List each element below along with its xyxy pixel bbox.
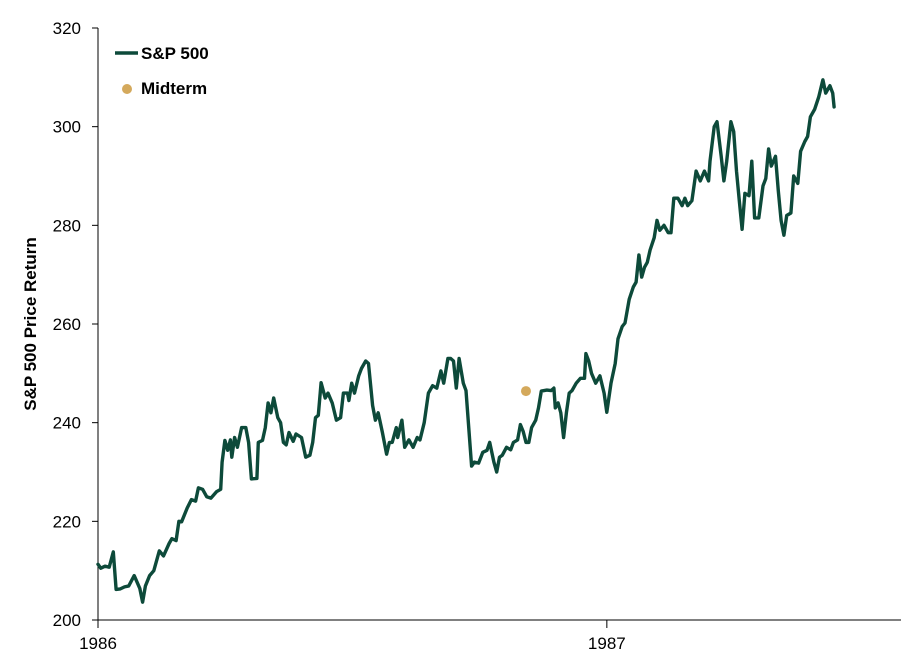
legend-dot-swatch xyxy=(122,84,132,94)
x-tick-label: 1986 xyxy=(79,634,117,653)
y-axis-label: S&P 500 Price Return xyxy=(21,237,40,411)
y-tick-label: 320 xyxy=(53,19,81,38)
y-tick-label: 300 xyxy=(53,118,81,137)
y-tick-label: 220 xyxy=(53,512,81,531)
y-axis-ticks: 200 220 240 260 280 300 320 xyxy=(53,19,98,630)
legend-label-sp500: S&P 500 xyxy=(141,44,209,63)
legend-label-midterm: Midterm xyxy=(141,79,207,98)
y-tick-label: 240 xyxy=(53,414,81,433)
midterm-marker xyxy=(520,386,531,397)
y-tick-label: 200 xyxy=(53,611,81,630)
y-tick-label: 280 xyxy=(53,216,81,235)
legend: S&P 500 Midterm xyxy=(115,44,209,98)
y-tick-label: 260 xyxy=(53,315,81,334)
x-axis-ticks: 1986 1987 xyxy=(79,620,626,653)
x-tick-label: 1987 xyxy=(588,634,626,653)
series-line-sp500 xyxy=(96,78,836,604)
